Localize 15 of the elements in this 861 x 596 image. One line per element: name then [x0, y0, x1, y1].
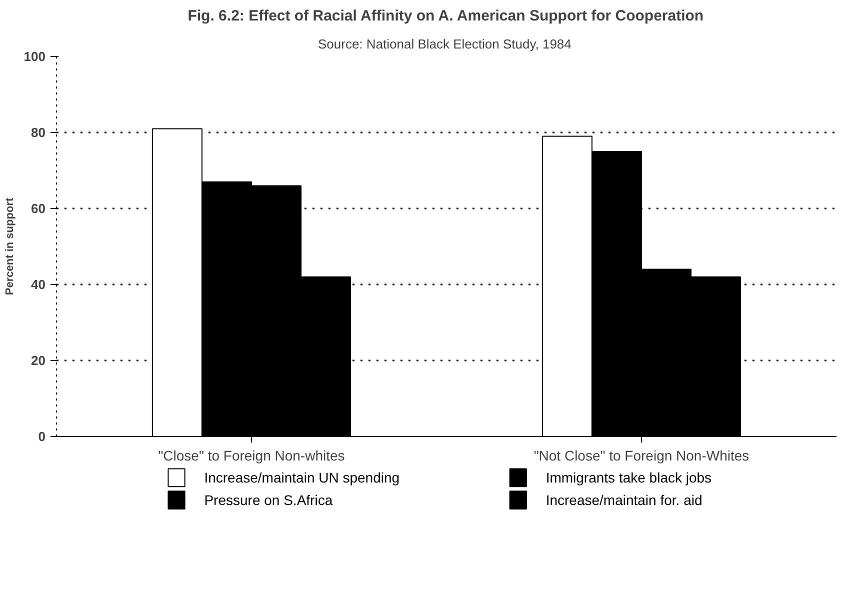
legend-label: Increase/maintain for. aid [546, 492, 702, 508]
chart-title: Fig. 6.2: Effect of Racial Affinity on A. American Support for Cooperation [188, 8, 704, 24]
y-tick-label: 100 [24, 49, 46, 64]
chart-subtitle: Source: National Black Election Study, 1984 [318, 36, 572, 52]
legend-label: Increase/maintain UN spending [204, 470, 400, 486]
y-tick-label: 40 [31, 277, 46, 292]
x-tick-label: "Not Close" to Foreign Non-Whites [534, 448, 750, 464]
y-axis-title: Percent in support [4, 198, 16, 296]
legend-label: Pressure on S.Africa [204, 492, 333, 508]
y-tick-label: 0 [38, 429, 46, 444]
y-tick-label: 20 [31, 353, 46, 368]
y-tick-label: 80 [31, 125, 46, 140]
x-tick-label: "Close" to Foreign Non-whites [158, 448, 345, 464]
y-tick-label: 60 [31, 201, 46, 216]
legend-label: Immigrants take black jobs [546, 470, 712, 486]
